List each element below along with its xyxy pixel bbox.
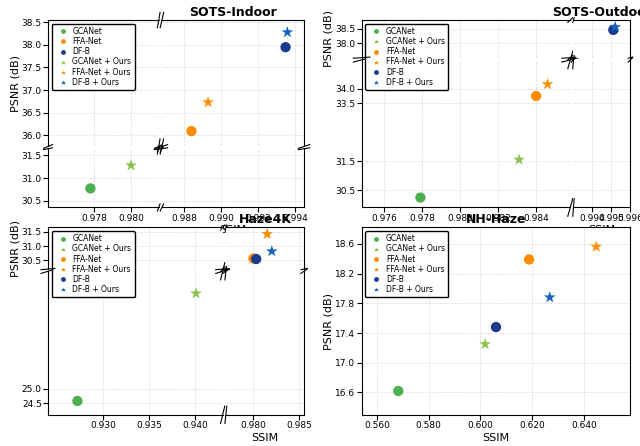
Point (280, 44, 291, 51)
Legend: GCANet, GCANet + Ours, FFA-Net, FFA-Net + Ours, DF-B, DF-B + Ours: GCANet, GCANet + Ours, FFA-Net, FFA-Net … (52, 231, 134, 297)
Title: SOTS-Outdoor: SOTS-Outdoor (552, 6, 640, 19)
Legend: GCANet, GCANet + Ours, FFA-Net, FFA-Net + Ours, DF-B, DF-B + Ours: GCANet, GCANet + Ours, FFA-Net, FFA-Net … (365, 231, 448, 297)
Point (591, 243, 602, 250)
X-axis label: SSIM: SSIM (588, 225, 616, 235)
Point (72, 397, 83, 405)
Point (393, 388, 403, 395)
Point (203, 99, 213, 106)
Point (531, 92, 541, 99)
Point (191, 290, 201, 297)
Point (608, 26, 618, 33)
Point (524, 256, 534, 263)
X-axis label: SSIM: SSIM (483, 433, 509, 443)
Y-axis label: PSNR (dB): PSNR (dB) (324, 293, 334, 350)
Y-axis label: PSNR (dB): PSNR (dB) (10, 220, 20, 277)
Point (248, 255, 259, 262)
Point (514, 156, 524, 163)
Point (251, 256, 261, 263)
Point (262, 231, 273, 238)
X-axis label: SSIM: SSIM (220, 225, 246, 235)
Point (480, 341, 490, 348)
Y-axis label: PSNR (dB): PSNR (dB) (10, 55, 20, 112)
Legend: GCANet, GCANet + Ours, FFA-Net, FFA-Net + Ours, DF-B, DF-B + Ours: GCANet, GCANet + Ours, FFA-Net, FFA-Net … (365, 24, 448, 90)
Title: NH-Haze: NH-Haze (466, 213, 526, 226)
Title: Haze4K: Haze4K (239, 213, 291, 226)
Y-axis label: PSNR (dB): PSNR (dB) (324, 10, 334, 67)
Title: SOTS-Indoor: SOTS-Indoor (189, 6, 277, 19)
Point (85, 185, 95, 192)
Point (491, 323, 501, 330)
Point (186, 128, 196, 135)
Point (542, 81, 552, 88)
X-axis label: SSIM: SSIM (252, 433, 278, 443)
Point (545, 294, 555, 301)
Point (282, 29, 292, 36)
Legend: GCANet, FFA-Net, DF-B, GCANet + Ours, FFA-Net + Ours, DF-B + Ours: GCANet, FFA-Net, DF-B, GCANet + Ours, FF… (52, 24, 134, 90)
Point (267, 248, 277, 255)
Point (610, 24, 620, 31)
Point (126, 162, 136, 169)
Point (415, 194, 426, 201)
